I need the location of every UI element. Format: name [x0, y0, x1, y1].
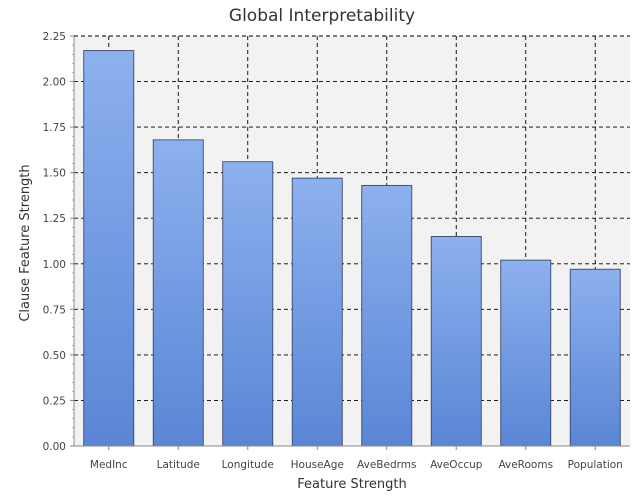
- y-tick-label: 1.75: [43, 122, 66, 134]
- bar-latitude: [152, 139, 204, 447]
- x-tick-label: Population: [568, 459, 623, 471]
- chart-title: Global Interpretability: [229, 6, 415, 26]
- y-tick-label: 1.50: [43, 168, 66, 180]
- x-tick-label: AveBedrms: [357, 459, 416, 471]
- y-tick-label: 1.00: [43, 259, 66, 271]
- x-axis-label: Feature Strength: [297, 477, 407, 492]
- y-tick-label: 0.75: [43, 304, 66, 316]
- y-axis: 0.00 0.25 0.50 0.75 1.00 1.25 1.50 1.75 2.00 2.25: [43, 31, 75, 453]
- x-tick-label: HouseAge: [291, 459, 344, 471]
- x-axis: MedInc Latitude Longitude HouseAge AveBedrms…: [74, 445, 630, 471]
- bar-medinc: [83, 50, 135, 447]
- x-tick-label: AveOccup: [430, 459, 483, 471]
- bar-aveoccup: [430, 235, 482, 447]
- y-tick-label: 0.00: [43, 441, 66, 453]
- bar-houseage: [291, 177, 343, 447]
- y-tick-label: 0.50: [43, 350, 66, 362]
- y-tick-label: 2.00: [43, 77, 66, 89]
- y-tick-label: 1.25: [43, 213, 66, 225]
- x-tick-label: Latitude: [157, 459, 200, 471]
- x-tick-label: Longitude: [222, 459, 274, 471]
- bar-averooms: [500, 259, 552, 447]
- x-tick-label: AveRooms: [498, 459, 553, 471]
- bar-longitude: [222, 161, 274, 447]
- y-tick-label: 2.25: [43, 31, 66, 43]
- bar-avebedrms: [361, 184, 413, 447]
- bar-population: [569, 268, 621, 447]
- bars-group: [83, 50, 621, 447]
- y-tick-label: 0.25: [43, 395, 66, 407]
- x-tick-label: MedInc: [90, 459, 128, 471]
- y-axis-label: Clause Feature Strength: [18, 164, 33, 321]
